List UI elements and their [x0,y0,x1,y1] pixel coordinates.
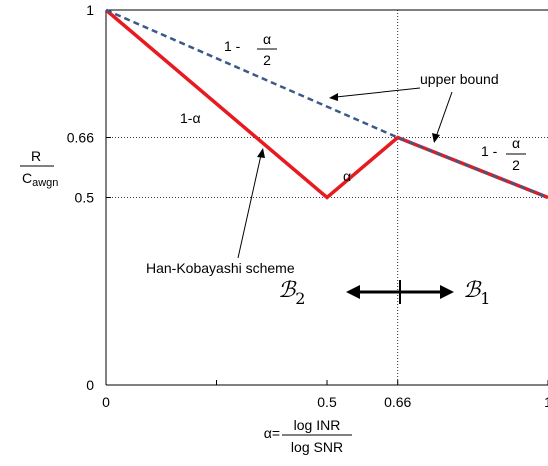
y-tick-label-1: 0.5 [75,190,95,206]
annotation-upper-frac-den: 2 [263,52,271,68]
arrowhead-upper-bound-1 [329,93,338,101]
series-line-han-kobayashi-scheme [104,8,548,200]
arrowhead-upper-bound-2 [432,133,440,143]
arrow-han-kobayashi [237,154,262,259]
annotation-upper-frac-prefix: 1 - [224,38,241,54]
double-arrow-left-head [346,285,360,299]
annotation-slope-mid: α [343,168,351,184]
label-upper-bound: upper bound [420,71,499,87]
y-tick-label-0: 0 [86,377,94,393]
label-han-kobayashi: Han-Kobayashi scheme [146,260,295,276]
ylabel-numerator: R [31,148,41,164]
arrowhead-han-kobayashi [257,148,265,158]
arrow-upper-bound-2 [435,91,453,138]
annotation-right-frac-den: 2 [512,157,520,173]
annotation-right-frac-prefix: 1 - [481,143,498,159]
region-b1-label: ℬ1 [463,278,490,308]
annotation-right-frac-num: α [512,135,520,151]
y-tick-label-3: 1 [86,2,94,18]
reference-lines [106,10,548,385]
y-tick-label-2: 0.66 [67,130,94,146]
annotation-upper-frac-num: α [263,31,271,47]
xlabel-prefix: α= [264,425,280,441]
series-group [104,8,548,200]
ylabel-denominator: Cawgn [22,170,58,189]
x-tick-label-1: 0.5 [317,394,337,410]
annotation-slope-left: 1-α [180,110,201,126]
x-tick-label-3: 1 [544,394,548,410]
double-arrow-right-head [440,285,454,299]
xlabel-denominator: log SNR [291,439,343,455]
x-tick-label-2: 0.66 [384,394,411,410]
x-tick-label-0: 0 [102,394,110,410]
arrow-upper-bound-1 [335,87,421,98]
xlabel-numerator: log INR [294,417,341,433]
region-b2-label: ℬ2 [278,278,305,308]
axis-ticks: 0 0.5 0.66 1 0 0.5 0.66 1 [67,2,548,410]
